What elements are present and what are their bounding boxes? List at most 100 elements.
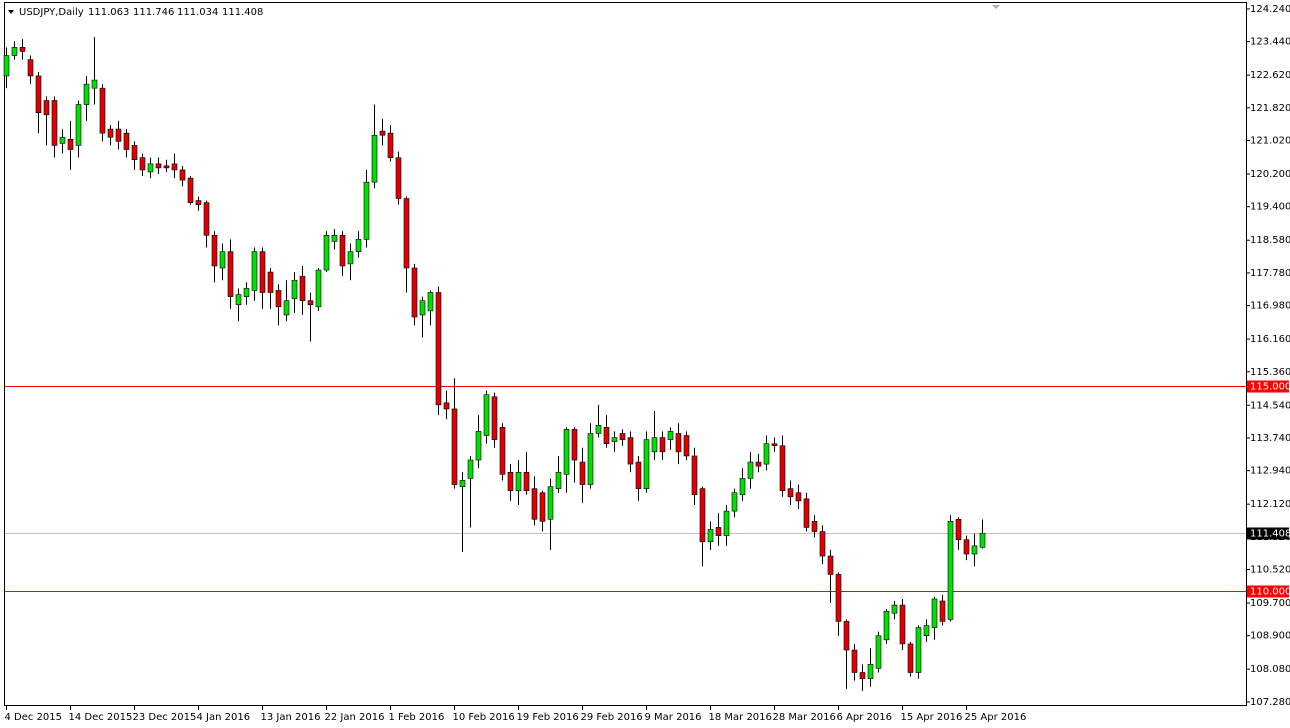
price-label: 110.000	[1250, 587, 1290, 598]
y-tick-label: 121.820	[1250, 103, 1290, 114]
y-tick-label: 123.440	[1250, 37, 1290, 48]
candle-body	[803, 498, 810, 528]
candle-body	[587, 433, 594, 485]
candle-body	[691, 455, 698, 496]
candle-body	[347, 251, 354, 265]
y-tick-label: 107.280	[1250, 697, 1290, 708]
candle-body	[915, 627, 922, 673]
candle-body	[851, 649, 858, 673]
price-label: 111.408	[1250, 529, 1290, 540]
candle-body	[579, 461, 586, 485]
candle-body	[379, 130, 386, 136]
candle-body	[651, 437, 658, 453]
x-tick-label: 25 Apr 2016	[965, 712, 1027, 723]
ohlc-low: 111.034	[177, 7, 218, 18]
y-tick-label: 117.780	[1250, 268, 1290, 279]
candle-body	[363, 181, 370, 240]
candle-body	[539, 492, 546, 522]
candle-body	[219, 251, 226, 269]
candle-body	[483, 394, 490, 436]
candle-body	[323, 235, 330, 271]
x-tick-label: 29 Feb 2016	[581, 712, 643, 723]
chart-title: USDJPY,Daily	[19, 7, 84, 18]
candle-body	[91, 79, 98, 89]
candle-body	[955, 518, 962, 541]
candle-body	[635, 461, 642, 489]
candle-body	[947, 521, 954, 620]
x-tick-label: 6 Apr 2016	[837, 712, 892, 723]
x-tick-label: 18 Mar 2016	[709, 712, 772, 723]
candle-body	[227, 251, 234, 297]
candle-body	[979, 532, 986, 548]
candle-body	[27, 59, 34, 77]
candle-body	[19, 47, 26, 52]
candle-body	[75, 104, 82, 146]
candle-body	[243, 288, 250, 297]
candle-body	[827, 555, 834, 575]
candle-body	[299, 275, 306, 301]
candle-body	[787, 488, 794, 498]
x-tick-label: 4 Dec 2015	[5, 712, 63, 723]
candle-body	[427, 292, 434, 312]
x-tick-label: 4 Jan 2016	[197, 712, 251, 723]
candle-body	[443, 402, 450, 410]
candle-body	[435, 292, 442, 406]
candle-body	[195, 200, 202, 205]
candle-body	[515, 471, 522, 491]
y-tick-label: 116.980	[1250, 301, 1290, 312]
y-tick-label: 112.940	[1250, 466, 1290, 477]
candle-body	[403, 198, 410, 269]
candle-body	[675, 433, 682, 453]
candle-body	[603, 427, 610, 444]
candle-body	[507, 471, 514, 491]
candle-body	[171, 163, 178, 171]
y-tick-label: 116.160	[1250, 334, 1290, 345]
candle-body	[451, 408, 458, 485]
candle-body	[571, 429, 578, 461]
candle-body	[611, 437, 618, 442]
y-tick-label: 119.400	[1250, 202, 1290, 213]
candle-body	[139, 157, 146, 171]
candle-body	[891, 604, 898, 614]
candle-body	[43, 100, 50, 116]
candle-body	[659, 437, 666, 453]
candle-body	[339, 235, 346, 267]
x-tick-label: 1 Feb 2016	[389, 712, 445, 723]
candle-body	[619, 433, 626, 440]
candle-body	[235, 294, 242, 306]
candle-body	[467, 459, 474, 479]
candle-body	[739, 478, 746, 496]
candle-body	[131, 145, 138, 161]
candle-body	[931, 598, 938, 628]
x-tick-label: 13 Jan 2016	[261, 712, 321, 723]
x-tick-label: 10 Feb 2016	[453, 712, 515, 723]
candle-body	[763, 443, 770, 465]
candle-body	[115, 128, 122, 142]
x-tick-label: 28 Mar 2016	[773, 712, 836, 723]
candle-body	[499, 427, 506, 475]
x-tick-label: 14 Dec 2015	[69, 712, 133, 723]
candle-body	[459, 480, 466, 487]
candle-body	[163, 165, 170, 169]
x-tick-label: 15 Apr 2016	[901, 712, 963, 723]
y-tick-label: 108.080	[1250, 664, 1290, 675]
candle-body	[123, 132, 130, 150]
candle-body	[699, 488, 706, 543]
ohlc-high: 111.746	[133, 7, 174, 18]
candle-body	[563, 429, 570, 475]
y-tick-label: 109.700	[1250, 598, 1290, 609]
y-tick-label: 108.900	[1250, 631, 1290, 642]
price-label-box	[1247, 585, 1289, 598]
candle-body	[203, 202, 210, 236]
x-tick-label: 9 Mar 2016	[645, 712, 702, 723]
ohlc-open: 111.063	[88, 7, 129, 18]
y-tick-label: 124.240	[1250, 4, 1290, 15]
candle-body	[723, 510, 730, 536]
candle-body	[971, 545, 978, 555]
candle-body	[795, 492, 802, 502]
candle-body	[531, 488, 538, 520]
candle-body	[3, 55, 10, 77]
y-tick-label: 122.620	[1250, 70, 1290, 81]
